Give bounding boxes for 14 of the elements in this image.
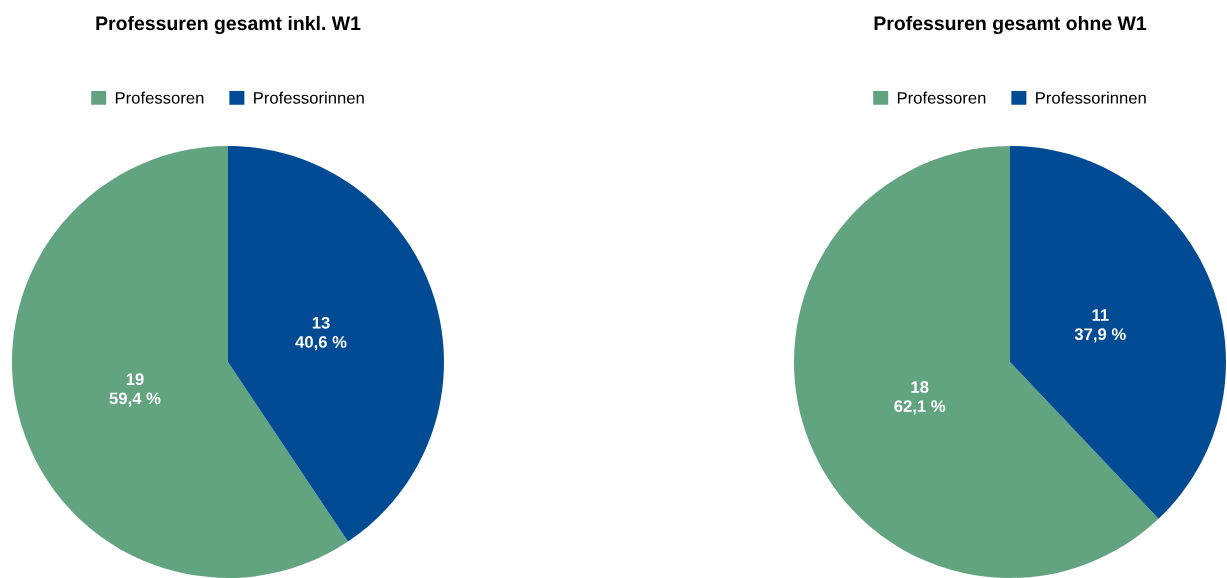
- data-label: 13 40,6 %: [295, 316, 347, 351]
- legend-label: Professorinnen: [254, 91, 364, 104]
- pie-slice: [794, 146, 1159, 578]
- pie-slice: [228, 146, 444, 542]
- chart-title: Professuren gesamt inkl. W1: [96, 15, 361, 35]
- pie-slice: [12, 146, 348, 578]
- legend-label: Professorinnen: [1036, 91, 1146, 104]
- data-label: 19 59,4 %: [109, 373, 161, 407]
- data-label: 18 62,1 %: [894, 381, 946, 415]
- pie-slice: [1010, 146, 1226, 519]
- legend-label: Professoren: [115, 91, 204, 104]
- chart-title: Professuren gesamt ohne W1: [874, 15, 1147, 35]
- legend-label: Professoren: [897, 91, 986, 104]
- data-label: 11 37,9 %: [1074, 309, 1126, 343]
